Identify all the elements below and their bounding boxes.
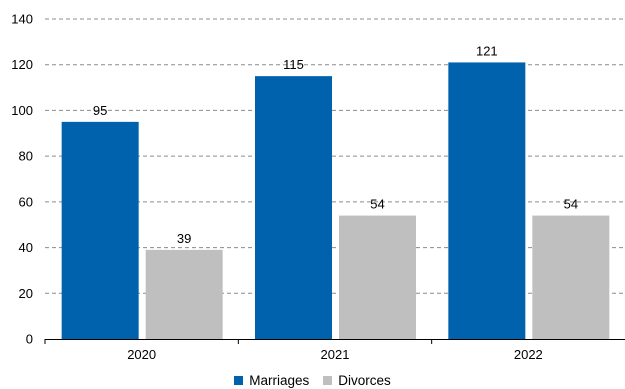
bar-marriages-2022 bbox=[448, 62, 526, 340]
data-label-divorces-2020: 39 bbox=[177, 231, 191, 246]
x-axis-ticks: 2020 2021 2022 bbox=[44, 339, 543, 362]
y-tick-label: 0 bbox=[26, 332, 33, 347]
y-tick-label: 60 bbox=[19, 194, 33, 209]
legend-label-marriages: Marriages bbox=[249, 372, 310, 388]
x-tick-label-2021: 2021 bbox=[321, 347, 350, 362]
y-tick-label: 40 bbox=[19, 240, 33, 255]
x-tick-label-2022: 2022 bbox=[514, 347, 543, 362]
bar-marriages-2020 bbox=[61, 121, 139, 339]
x-tick-label-2020: 2020 bbox=[127, 347, 156, 362]
y-tick-label: 140 bbox=[11, 12, 33, 27]
y-tick-label: 20 bbox=[19, 286, 33, 301]
data-label-marriages-2022: 121 bbox=[476, 43, 498, 58]
data-label-marriages-2020: 95 bbox=[93, 103, 107, 118]
y-axis-ticks: 0 20 40 60 80 100 120 140 bbox=[11, 12, 33, 347]
gridlines bbox=[45, 18, 625, 294]
bars bbox=[61, 62, 610, 340]
legend: Marriages Divorces bbox=[0, 371, 625, 389]
legend-swatch-divorces bbox=[323, 375, 333, 385]
legend-item-divorces: Divorces bbox=[323, 373, 391, 388]
y-tick-label: 80 bbox=[19, 149, 33, 164]
legend-label-divorces: Divorces bbox=[338, 372, 391, 388]
bar-marriages-2021 bbox=[255, 76, 332, 340]
bar-divorces-2020 bbox=[145, 249, 223, 339]
legend-item-marriages: Marriages bbox=[234, 373, 309, 388]
data-label-marriages-2021: 115 bbox=[283, 57, 304, 72]
y-tick-label: 120 bbox=[11, 57, 33, 72]
data-labels: 95 39 115 54 121 54 bbox=[93, 43, 578, 245]
y-tick-label: 100 bbox=[11, 103, 33, 118]
data-label-divorces-2021: 54 bbox=[370, 197, 384, 212]
bar-divorces-2022 bbox=[532, 215, 610, 339]
bar-divorces-2021 bbox=[339, 215, 416, 339]
legend-swatch-marriages bbox=[234, 375, 244, 385]
data-label-divorces-2022: 54 bbox=[564, 197, 578, 212]
